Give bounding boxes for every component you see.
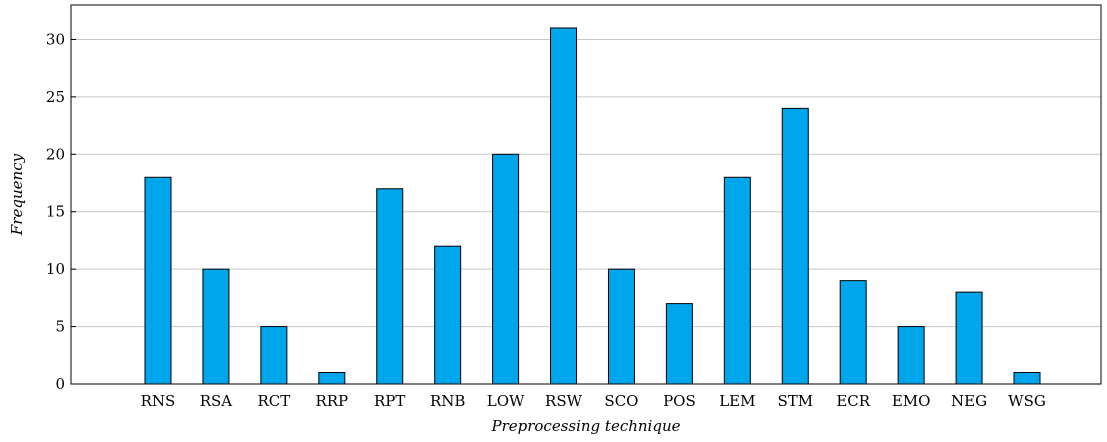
x-tick-label: RNS — [141, 392, 176, 410]
x-tick-label: RPT — [374, 392, 405, 410]
y-tick-label: 15 — [46, 203, 65, 221]
bar-lem — [723, 176, 751, 385]
y-tick-label: 5 — [55, 318, 65, 336]
bar-low — [492, 153, 520, 385]
y-tick-label: 20 — [46, 145, 65, 163]
bar-rrp — [318, 372, 346, 385]
x-tick-label: RCT — [257, 392, 290, 410]
x-tick-label: RSA — [200, 392, 233, 410]
bar-rpt — [376, 188, 404, 385]
x-tick-label: WSG — [1008, 392, 1046, 410]
x-tick-label: EMO — [892, 392, 931, 410]
bar-stm — [781, 107, 809, 385]
bar-rct — [260, 326, 288, 385]
x-tick-label: SCO — [604, 392, 638, 410]
bar-sco — [607, 268, 635, 385]
bar-wsg — [1013, 372, 1041, 385]
bar-ecr — [839, 280, 867, 385]
bar-rsa — [202, 268, 230, 385]
y-tick-label: 30 — [46, 30, 65, 48]
bar-neg — [955, 291, 983, 385]
x-tick-label: STM — [777, 392, 813, 410]
x-axis-ticks: RNS RSA RCT RRP RPT RNB LOW RSW SCO POS LEM STM ECR E… — [141, 392, 1046, 410]
bar-rsw — [550, 27, 578, 385]
x-tick-label: POS — [663, 392, 696, 410]
x-tick-label: LOW — [487, 392, 525, 410]
y-tick-label: 25 — [46, 88, 65, 106]
x-tick-label: ECR — [836, 392, 870, 410]
y-tick-label: 0 — [55, 375, 65, 393]
plot-frame — [70, 4, 1102, 385]
y-tick-label: 10 — [46, 260, 65, 278]
bar-pos — [665, 303, 693, 385]
x-tick-label: LEM — [719, 392, 755, 410]
bar-rns — [144, 176, 172, 385]
bar-rnb — [434, 245, 462, 385]
bar-emo — [897, 326, 925, 385]
x-tick-label: RSW — [545, 392, 583, 410]
bars — [144, 27, 1041, 385]
x-axis-title: Preprocessing technique — [490, 417, 680, 435]
x-tick-label: RNB — [430, 392, 465, 410]
x-tick-label: RRP — [315, 392, 348, 410]
x-tick-label: NEG — [951, 392, 987, 410]
y-axis-title: Frequency — [8, 153, 26, 236]
grid-lines — [71, 38, 1101, 328]
y-axis-ticks: 0 5 10 15 20 25 30 — [46, 30, 76, 393]
